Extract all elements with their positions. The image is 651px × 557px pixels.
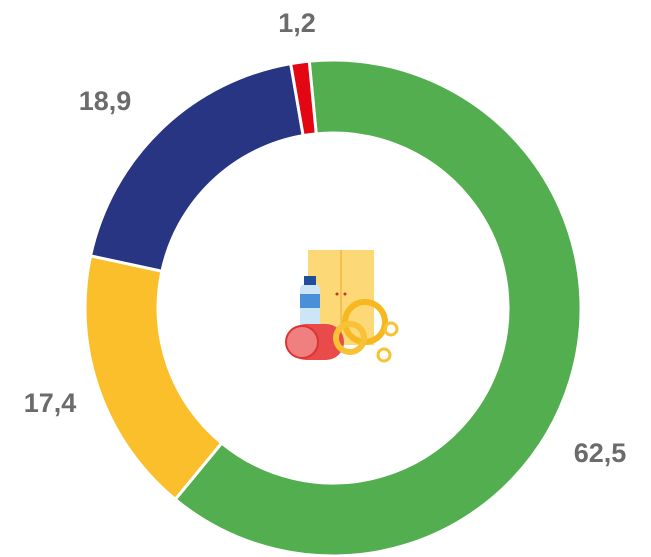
data-label: 18,9: [79, 86, 132, 116]
data-label: 17,4: [24, 388, 77, 418]
center-icon: [286, 250, 397, 361]
chart: 62,5 17,4 18,9 1,2: [0, 0, 651, 557]
donut-segment: [85, 256, 222, 500]
data-label: 1,2: [278, 8, 316, 38]
data-label: 62,5: [574, 438, 627, 468]
